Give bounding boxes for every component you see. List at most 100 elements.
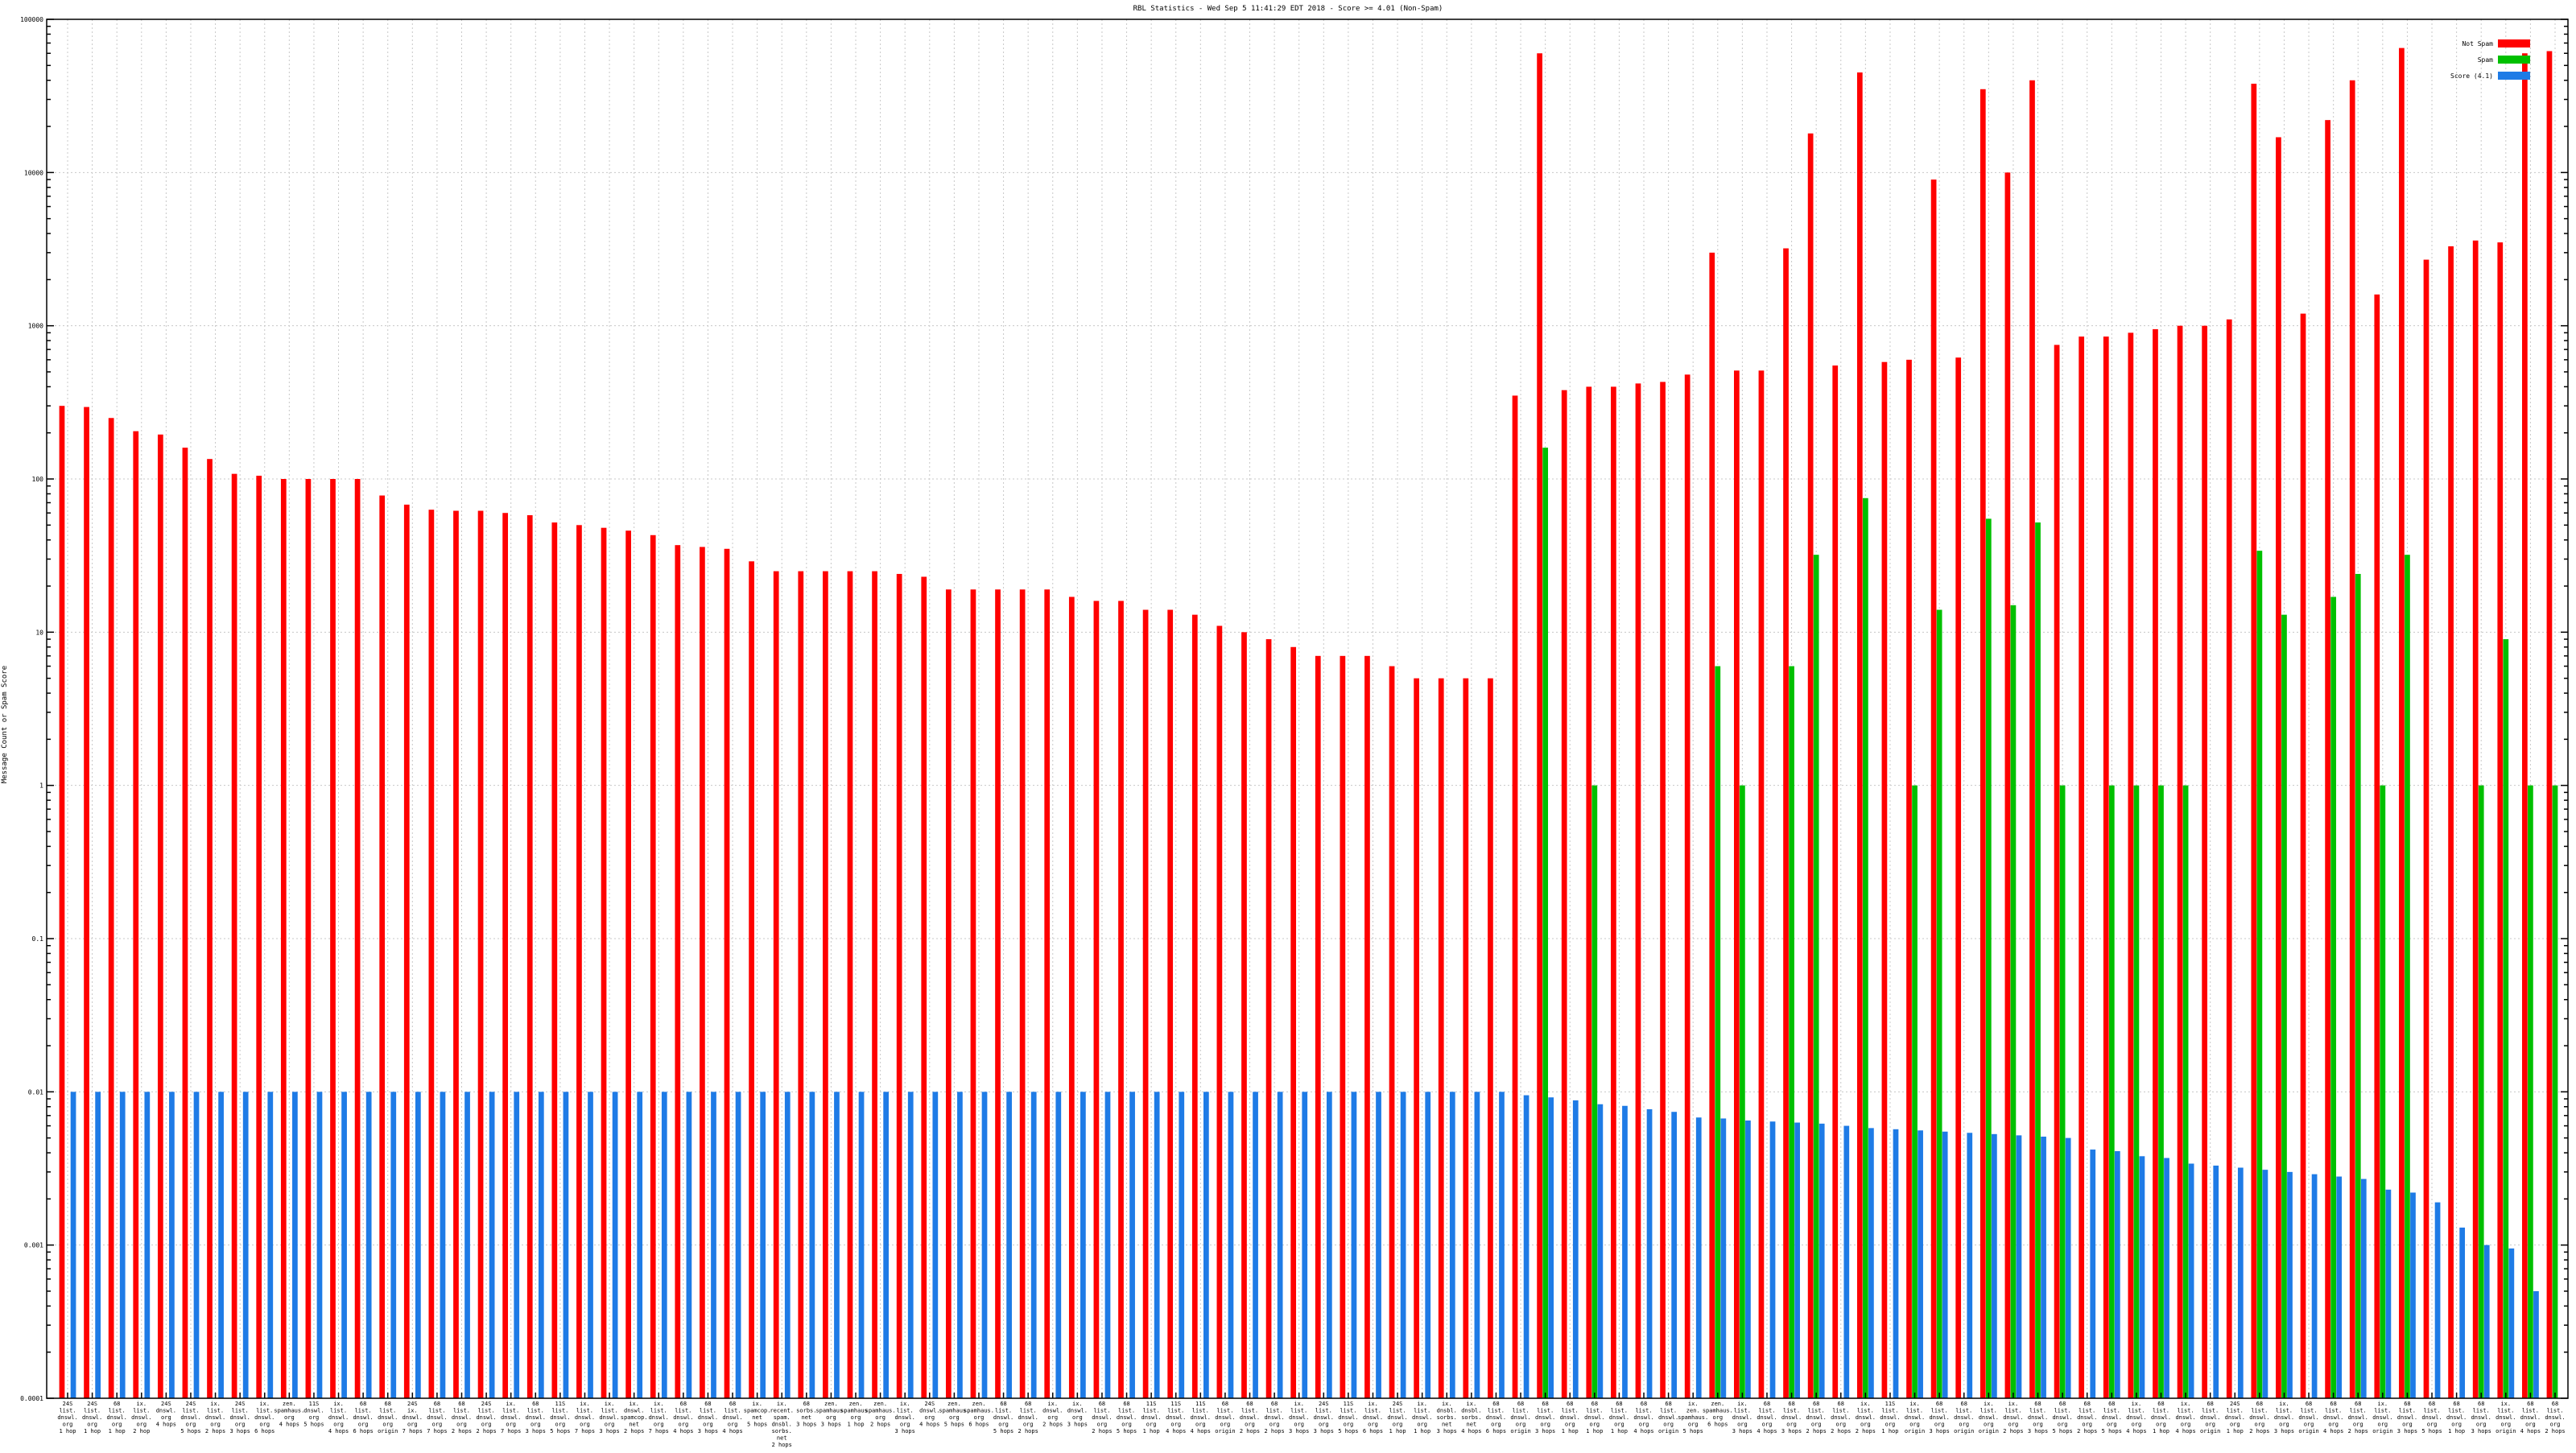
x-tick-label: 68 list. dnswl. org 1 hop <box>1560 1401 1580 1434</box>
bar-spam <box>2059 785 2066 1398</box>
bar-score <box>637 1092 643 1398</box>
y-tick-label: 1 <box>39 782 43 790</box>
bar-not-spam <box>2423 259 2429 1399</box>
bar-score <box>169 1092 175 1398</box>
bar-score <box>440 1092 446 1398</box>
x-tick-label: ix. list. dnswl. org 4 hops <box>2175 1401 2195 1434</box>
bar-not-spam <box>1068 596 1075 1398</box>
x-tick-label: zen. spamhaus. org 4 hops <box>274 1401 304 1428</box>
bar-not-spam <box>2325 120 2330 1398</box>
bar-not-spam <box>108 418 114 1398</box>
bar-not-spam <box>625 530 631 1398</box>
bar-score <box>1671 1112 1678 1398</box>
bar-not-spam <box>2226 319 2232 1398</box>
bar-not-spam <box>1955 357 1962 1399</box>
bar-score <box>981 1092 988 1398</box>
bar-spam <box>1813 555 1819 1398</box>
bar-not-spam <box>2276 137 2281 1399</box>
bar-score <box>1745 1120 1751 1398</box>
x-tick-label: 11S list. dnswl. org 5 hops <box>1338 1401 1358 1434</box>
x-tick-label: 68 list. dnswl. org 1 hop <box>1609 1401 1629 1434</box>
y-axis-label: Message Count or Spam Score <box>1 666 9 783</box>
bar-not-spam <box>1906 359 1912 1399</box>
bar-not-spam <box>1241 632 1247 1398</box>
legend-label: Spam <box>2478 56 2493 64</box>
bar-not-spam <box>2054 345 2060 1399</box>
bar-spam <box>2256 551 2263 1398</box>
bar-not-spam <box>1290 646 1297 1398</box>
bar-not-spam <box>1856 72 1863 1398</box>
bar-not-spam <box>1586 386 1592 1398</box>
bar-not-spam <box>1438 678 1444 1398</box>
x-tick-label: ix. dnswl. spamcop. net 2 hops <box>621 1401 648 1434</box>
bar-spam <box>2133 785 2140 1398</box>
bar-not-spam <box>1167 609 1174 1398</box>
bar-score <box>1893 1129 1899 1398</box>
bar-score <box>2065 1137 2071 1398</box>
x-tick-label: ix. list. dnswl. org 3 hops <box>599 1401 619 1434</box>
x-tick-label: 68 list. dnswl. org 5 hops <box>1117 1401 1137 1434</box>
bar-not-spam <box>847 571 853 1399</box>
bar-not-spam <box>1414 678 1420 1398</box>
y-axis-ticks: 0.0001 0.001 0.01 0.1 1 10 100 1000 10000 100000 <box>20 16 2568 1402</box>
bar-not-spam <box>921 576 927 1398</box>
bar-spam <box>1912 785 1918 1398</box>
x-tick-label: 68 list. dnswl. org 3 hops <box>1535 1401 1555 1434</box>
x-tick-label: 68 sorbs. net 3 hops <box>796 1401 816 1428</box>
bar-score <box>1523 1095 1530 1398</box>
x-tick-label: 68 list. dnswl. org 7 hops <box>427 1401 447 1434</box>
x-tick-label: ix. list. dnswl. org 3 hops <box>1289 1401 1309 1434</box>
legend-swatch <box>2498 72 2530 80</box>
bar-not-spam <box>354 479 361 1398</box>
bar-score <box>957 1092 963 1398</box>
bar-not-spam <box>1684 374 1690 1398</box>
x-tick-label: 24S list. dnswl. org 1 hop <box>57 1401 77 1434</box>
bar-score <box>1425 1092 1431 1398</box>
y-tick-label: 0.0001 <box>20 1395 43 1402</box>
bar-score <box>365 1092 372 1398</box>
bar-score <box>95 1092 101 1398</box>
bar-score <box>316 1092 323 1398</box>
x-tick-label: 68 list. dnswl. org 1 hop <box>2151 1401 2171 1434</box>
bar-not-spam <box>2399 47 2405 1398</box>
x-tick-label: 11S list. dnswl. org 1 hop <box>1880 1401 1900 1434</box>
bar-not-spam <box>453 510 459 1398</box>
bar-not-spam <box>2374 294 2380 1399</box>
bar-not-spam <box>1930 180 1937 1399</box>
x-tick-label: 68 list. dnswl. org 6 hops <box>1486 1401 1506 1434</box>
x-tick-label: ix. recent. spam. dnsbl. sorbs. net 2 hops <box>770 1401 794 1448</box>
x-tick-label: 68 list. dnswl. org 4 hops <box>2520 1401 2541 1434</box>
bar-not-spam <box>2079 336 2085 1398</box>
bar-score <box>2090 1150 2096 1398</box>
x-tick-label: ix. list. dnswl. org 4 hops <box>2126 1401 2146 1434</box>
bar-score <box>1449 1092 1455 1398</box>
bar-score <box>1720 1118 1727 1398</box>
x-tick-label: 24S list. dnswl. org 2 hops <box>476 1401 496 1434</box>
bar-spam <box>2380 785 2386 1398</box>
bar-score <box>2459 1227 2466 1398</box>
bar-not-spam <box>1881 361 1888 1398</box>
bar-not-spam <box>1093 601 1100 1398</box>
x-tick-label: 68 list. dnswl. org 2 hops <box>452 1401 472 1434</box>
bar-spam <box>2010 605 2017 1398</box>
y-tick-label: 0.01 <box>28 1088 43 1096</box>
bar-not-spam <box>1758 370 1765 1398</box>
x-tick-label: 68 list. dnswl. org 3 hops <box>1930 1401 1950 1434</box>
bar-not-spam <box>970 589 976 1398</box>
x-tick-label: 11S list. dnswl. org 4 hops <box>1166 1401 1186 1434</box>
bar-score <box>1006 1092 1012 1398</box>
x-tick-label: 68 list. dnswl. org 2 hops <box>1264 1401 1284 1434</box>
x-tick-label: 68 list. dnswl. org origin <box>1954 1401 1974 1434</box>
grid-layer <box>47 19 2568 1399</box>
bar-score <box>661 1092 667 1398</box>
x-tick-label: 24S ix. dnswl. org 7 hops <box>402 1401 423 1434</box>
bar-score <box>2041 1136 2046 1398</box>
bar-not-spam <box>945 589 952 1398</box>
x-tick-label: 68 list. dnswl. org 2 hops <box>2077 1401 2097 1434</box>
x-tick-label: 68 list. dnswl. org 3 hops <box>2028 1401 2048 1434</box>
bar-not-spam <box>823 571 828 1399</box>
bar-spam <box>1985 518 1992 1398</box>
y-tick-label: 100 <box>32 476 44 483</box>
x-tick-label: 11S list. dnswl. org 5 hops <box>550 1401 570 1434</box>
bar-score <box>932 1092 939 1398</box>
